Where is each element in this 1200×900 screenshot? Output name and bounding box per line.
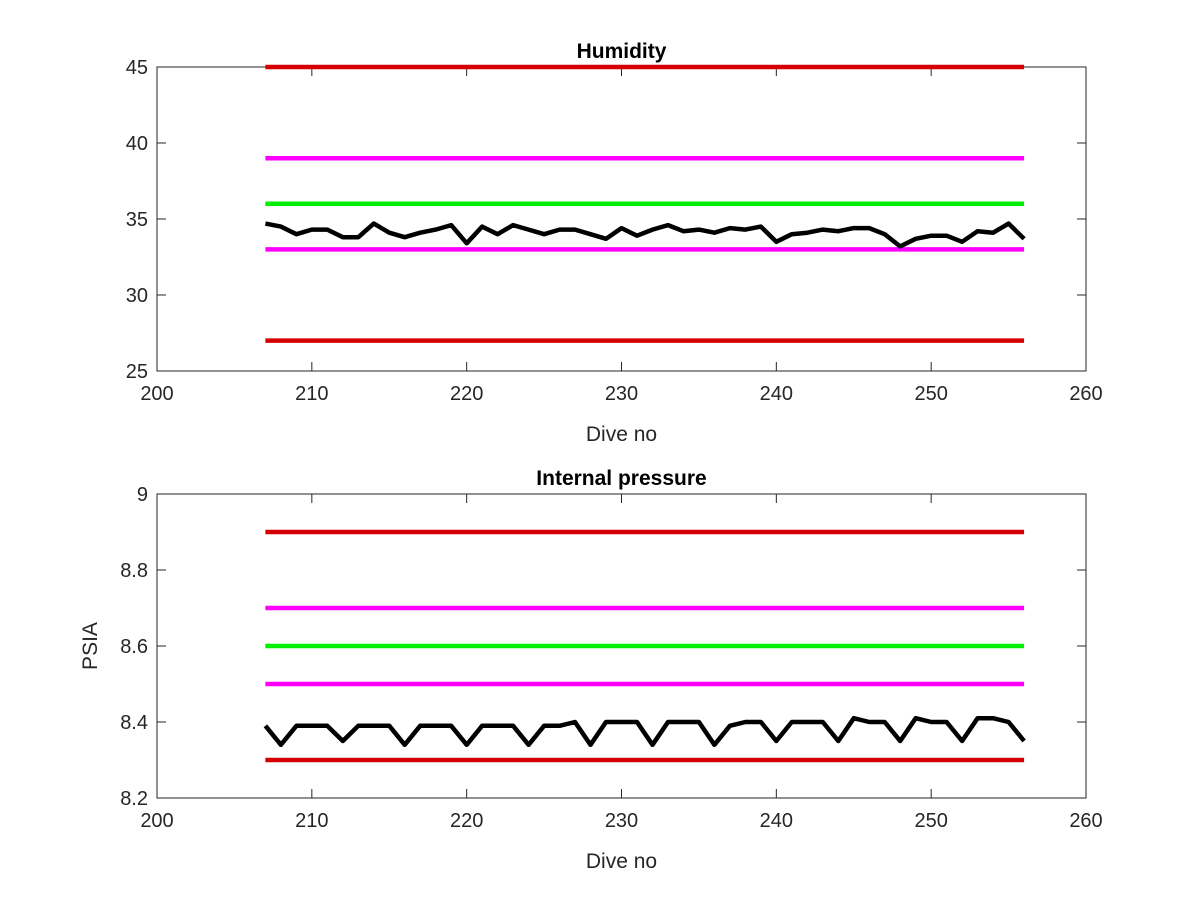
x-axis-label: Dive no xyxy=(586,423,657,446)
x-tick-label: 200 xyxy=(140,810,173,832)
chart-title: Internal pressure xyxy=(536,467,706,490)
x-tick-label: 230 xyxy=(605,810,638,832)
series-line xyxy=(263,715,1026,748)
x-tick-label: 250 xyxy=(914,810,947,832)
y-tick-label: 30 xyxy=(126,285,148,307)
x-tick-label: 210 xyxy=(295,810,328,832)
x-tick-label: 230 xyxy=(605,383,638,405)
x-tick-label: 210 xyxy=(295,383,328,405)
x-tick-label: 250 xyxy=(914,383,947,405)
x-tick-label: 240 xyxy=(760,810,793,832)
y-tick-label: 8.6 xyxy=(120,636,148,658)
x-tick-label: 260 xyxy=(1069,383,1102,405)
x-tick-label: 220 xyxy=(450,383,483,405)
y-tick-label: 8.4 xyxy=(120,712,148,734)
internal-pressure-chart: 200 210 220 230 240 250 260 8.2 8.4 8.6 8.8 9 Intern… xyxy=(79,467,1103,873)
x-tick-label: 220 xyxy=(450,810,483,832)
y-tick-label: 40 xyxy=(126,133,148,155)
x-tick-label: 240 xyxy=(760,383,793,405)
x-axis-label: Dive no xyxy=(586,850,657,873)
humidity-chart: 200 210 220 230 240 250 260 25 30 35 40 45 Humidity D… xyxy=(126,40,1103,446)
chart-title: Humidity xyxy=(577,40,667,63)
x-tick-label: 200 xyxy=(140,383,173,405)
y-tick-label: 45 xyxy=(126,57,148,79)
y-tick-label: 8.8 xyxy=(120,560,148,582)
series-line xyxy=(264,221,1026,249)
y-tick-label: 25 xyxy=(126,361,148,383)
y-tick-label: 35 xyxy=(126,209,148,231)
y-axis-label: PSIA xyxy=(79,622,102,670)
axes-box xyxy=(156,66,1087,372)
y-tick-label: 8.2 xyxy=(120,788,148,810)
y-tick-label: 9 xyxy=(137,484,148,506)
x-tick-label: 260 xyxy=(1069,810,1102,832)
